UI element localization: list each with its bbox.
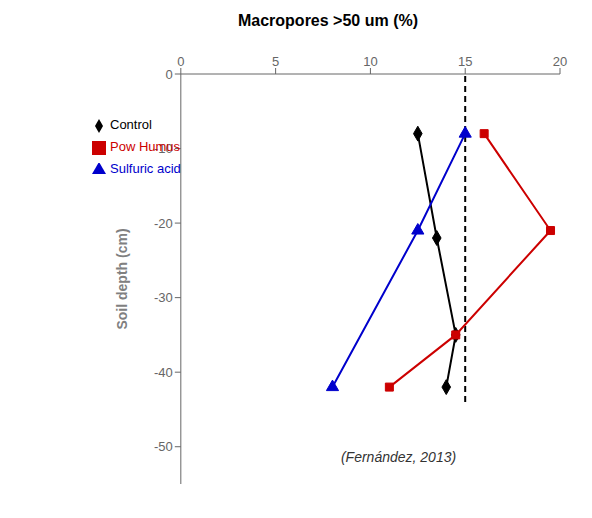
svg-text:0: 0 [177, 54, 184, 69]
svg-text:-40: -40 [154, 365, 173, 380]
svg-text:5: 5 [272, 54, 279, 69]
svg-text:20: 20 [553, 54, 567, 69]
svg-text:-10: -10 [154, 141, 173, 156]
svg-text:-30: -30 [154, 290, 173, 305]
svg-text:-20: -20 [154, 216, 173, 231]
svg-text:15: 15 [458, 54, 472, 69]
svg-text:10: 10 [363, 54, 377, 69]
svg-text:-50: -50 [154, 439, 173, 454]
svg-text:0: 0 [166, 67, 173, 82]
svg-text:(Fernández, 2013): (Fernández, 2013) [341, 449, 456, 465]
svg-text:Soil depth (cm): Soil depth (cm) [114, 228, 130, 329]
